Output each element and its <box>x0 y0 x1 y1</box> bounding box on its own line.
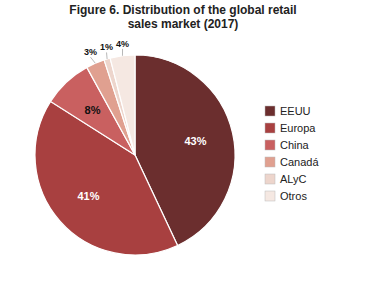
legend-swatch <box>265 191 275 201</box>
slice <box>110 55 135 155</box>
legend-label: Europa <box>280 122 316 134</box>
legend-label: Otros <box>280 190 307 202</box>
title-line: sales market (2017) <box>128 17 239 31</box>
pie <box>35 55 235 255</box>
data-labels: 43% 41% 8% 3%1%4% <box>77 39 206 202</box>
legend-swatch <box>265 123 275 133</box>
legend: EEUU Europa China Canadá ALyC Otros <box>265 105 319 202</box>
data-label: 8% <box>85 104 101 116</box>
legend-item: Otros <box>265 190 307 202</box>
legend-swatch <box>265 140 275 150</box>
data-label: 1% <box>100 42 113 52</box>
legend-swatch <box>265 174 275 184</box>
data-label: 3% <box>84 47 97 57</box>
data-label: 41% <box>77 190 99 202</box>
legend-label: Canadá <box>280 156 319 168</box>
title: Figure 6. Distribution of the global ret… <box>69 3 296 31</box>
data-label: 4% <box>116 39 129 49</box>
legend-item: China <box>265 139 310 151</box>
legend-label: ALyC <box>280 173 307 185</box>
legend-item: ALyC <box>265 173 307 185</box>
data-label: 43% <box>184 135 206 147</box>
legend-item: Canadá <box>265 156 319 168</box>
leader-line <box>91 57 96 63</box>
legend-label: China <box>280 139 310 151</box>
legend-item: EEUU <box>265 105 311 117</box>
leader-line <box>122 49 123 56</box>
legend-swatch <box>265 157 275 167</box>
leader-line <box>106 52 108 59</box>
legend-item: Europa <box>265 122 316 134</box>
legend-label: EEUU <box>280 105 311 117</box>
legend-swatch <box>265 106 275 116</box>
title-line: Figure 6. Distribution of the global ret… <box>69 3 296 17</box>
chart: Figure 6. Distribution of the global ret… <box>0 0 366 285</box>
